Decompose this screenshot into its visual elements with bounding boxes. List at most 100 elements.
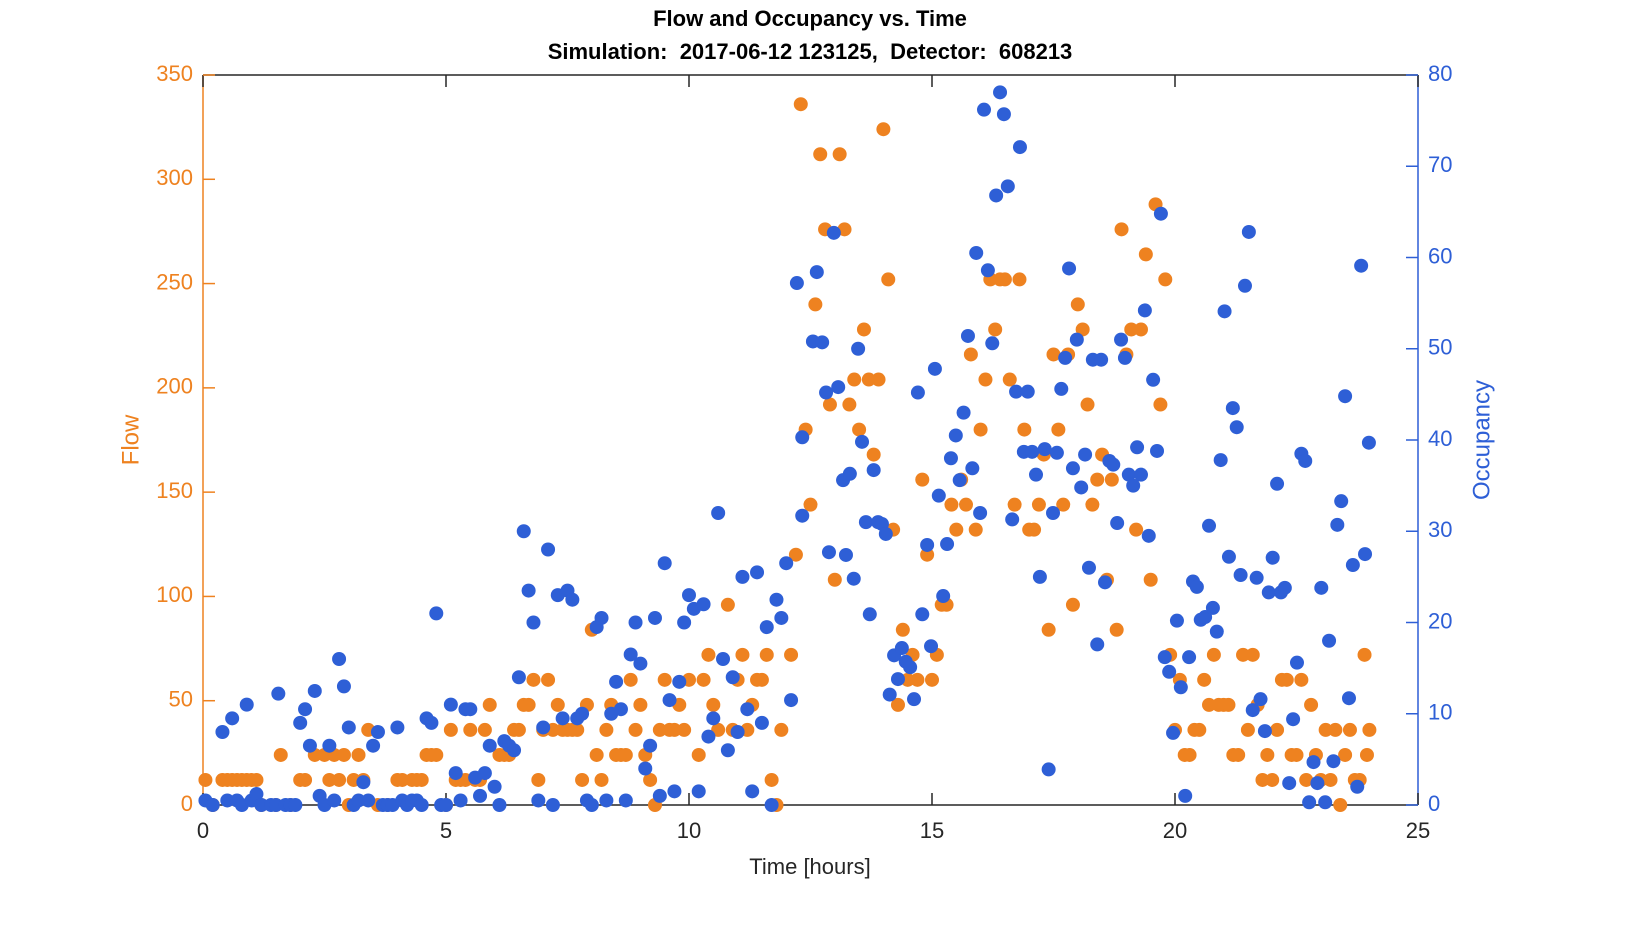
data-point [1058, 350, 1073, 365]
data-point [414, 772, 429, 787]
data-point [1318, 795, 1333, 810]
data-point [1221, 697, 1236, 712]
data-point [521, 697, 536, 712]
data-point [1157, 650, 1172, 665]
data-point [672, 674, 687, 689]
data-point [1090, 472, 1105, 487]
data-point [370, 725, 385, 739]
data-point [1046, 347, 1061, 362]
data-point [1233, 568, 1248, 583]
data-point [963, 347, 978, 362]
data-point [1007, 497, 1022, 512]
data-point [1358, 547, 1373, 562]
data-point [1031, 497, 1046, 512]
data-point [735, 569, 750, 584]
data-point [628, 615, 643, 630]
data-point [978, 372, 993, 387]
data-point [667, 722, 682, 737]
data-point [1153, 206, 1168, 221]
data-point [395, 772, 410, 787]
data-point [895, 622, 910, 637]
data-point [740, 702, 755, 717]
data-point [1078, 447, 1093, 462]
data-point [960, 328, 975, 343]
data-point [268, 798, 283, 812]
data-point [1197, 672, 1212, 687]
y2-tick-label: 20 [1428, 608, 1452, 633]
data-point [878, 526, 893, 541]
data-point [1106, 457, 1121, 472]
data-point [1350, 779, 1365, 794]
data-point [453, 793, 468, 808]
data-point [866, 447, 881, 462]
data-point [813, 147, 828, 162]
data-point [842, 397, 857, 412]
data-point [1231, 747, 1246, 762]
data-point [837, 222, 852, 237]
data-point [988, 322, 1003, 337]
data-point [1261, 585, 1276, 600]
data-point [821, 545, 836, 560]
data-point [633, 656, 648, 671]
data-point [846, 571, 861, 586]
data-point [662, 693, 677, 708]
data-point [1046, 506, 1061, 520]
data-point [855, 434, 870, 449]
data-point [594, 610, 609, 625]
data-point [492, 798, 507, 812]
data-point [943, 451, 958, 466]
data-point [609, 674, 624, 689]
data-point [809, 265, 824, 280]
data-point [531, 793, 546, 808]
data-point [351, 747, 366, 762]
data-point [1270, 722, 1285, 737]
data-point [477, 722, 492, 737]
data-point [1012, 140, 1027, 155]
data-point [890, 697, 905, 712]
data-point [628, 722, 643, 737]
data-point [575, 772, 590, 787]
data-point [1153, 397, 1168, 412]
y-tick-label: 300 [156, 165, 193, 190]
data-point [511, 722, 526, 737]
data-point [997, 272, 1012, 287]
data-point [795, 508, 810, 523]
data-point [1245, 647, 1260, 662]
data-point [925, 672, 939, 687]
data-point [784, 693, 799, 708]
data-point [952, 473, 967, 488]
data-point [1255, 772, 1270, 787]
data-point [1286, 712, 1301, 727]
data-point [1037, 442, 1052, 457]
data-point [1075, 322, 1090, 337]
y2-tick-label: 80 [1428, 61, 1452, 86]
data-point [1169, 613, 1184, 628]
data-point [1354, 258, 1369, 273]
data-point [793, 97, 808, 112]
data-point [750, 565, 765, 580]
data-point [1062, 261, 1077, 276]
data-point [1029, 467, 1044, 482]
chart-subtitle: Simulation: 2017-06-12 123125, Detector:… [548, 39, 1073, 64]
data-point [1085, 497, 1100, 512]
data-point [1162, 664, 1177, 679]
data-point [249, 772, 264, 787]
data-point [965, 461, 980, 476]
data-point [1240, 722, 1255, 737]
x-tick-label: 0 [197, 818, 209, 843]
data-point [1318, 722, 1333, 737]
y-tick-label: 150 [156, 478, 193, 503]
data-point [448, 766, 463, 781]
data-point [711, 506, 726, 520]
data-point [473, 788, 488, 803]
data-point [944, 497, 959, 512]
data-point [910, 672, 925, 687]
data-point [1359, 747, 1374, 762]
data-point [336, 747, 351, 762]
data-point [1302, 795, 1317, 810]
data-point [696, 597, 711, 612]
data-point [1253, 692, 1268, 707]
data-point [507, 743, 522, 758]
data-point [745, 784, 760, 799]
